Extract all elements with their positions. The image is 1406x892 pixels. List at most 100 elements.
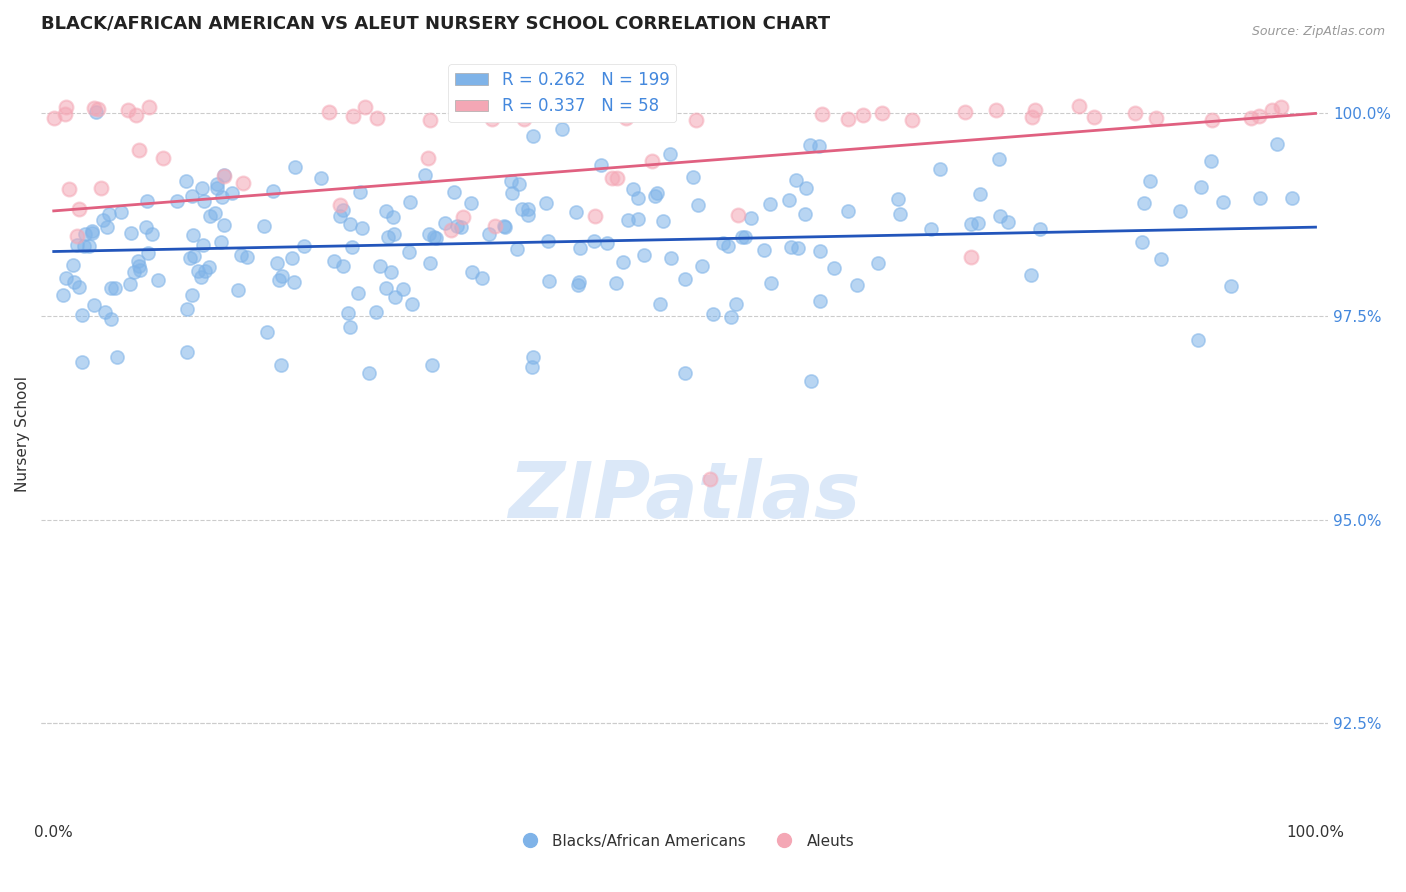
Point	[837, 112, 859, 127]
Point	[65, 238, 87, 252]
Point	[152, 152, 174, 166]
Point	[292, 238, 315, 252]
Point	[75, 227, 97, 241]
Point	[605, 276, 627, 290]
Point	[96, 219, 118, 234]
Point	[673, 367, 696, 381]
Point	[375, 281, 398, 295]
Point	[621, 182, 644, 196]
Point	[209, 235, 232, 250]
Point	[754, 243, 776, 257]
Point	[136, 246, 159, 260]
Point	[522, 350, 544, 364]
Point	[181, 288, 204, 302]
Point	[77, 239, 100, 253]
Point	[886, 192, 908, 206]
Point	[266, 256, 288, 270]
Point	[55, 99, 77, 113]
Point	[423, 229, 446, 244]
Point	[311, 171, 333, 186]
Point	[506, 242, 529, 256]
Point	[342, 109, 364, 123]
Point	[443, 185, 465, 199]
Point	[58, 182, 80, 196]
Point	[284, 160, 307, 174]
Point	[174, 174, 197, 188]
Point	[235, 250, 257, 264]
Point	[42, 111, 65, 125]
Point	[471, 271, 494, 285]
Point	[484, 219, 506, 233]
Point	[80, 226, 103, 240]
Point	[253, 219, 276, 234]
Point	[87, 102, 110, 116]
Point	[283, 275, 305, 289]
Point	[516, 202, 538, 217]
Point	[181, 228, 204, 243]
Point	[100, 311, 122, 326]
Point	[720, 310, 742, 324]
Point	[380, 265, 402, 279]
Point	[270, 268, 292, 283]
Point	[125, 108, 148, 122]
Point	[808, 244, 831, 258]
Point	[226, 283, 249, 297]
Point	[229, 248, 252, 262]
Point	[589, 158, 612, 172]
Point	[659, 251, 682, 265]
Point	[568, 276, 591, 290]
Point	[1144, 112, 1167, 126]
Point	[852, 108, 875, 122]
Point	[600, 171, 623, 186]
Point	[582, 234, 605, 248]
Point	[62, 259, 84, 273]
Point	[413, 168, 436, 182]
Point	[725, 296, 748, 310]
Point	[270, 358, 292, 372]
Text: BLACK/AFRICAN AMERICAN VS ALEUT NURSERY SCHOOL CORRELATION CHART: BLACK/AFRICAN AMERICAN VS ALEUT NURSERY …	[41, 15, 830, 33]
Point	[103, 281, 125, 295]
Point	[596, 235, 619, 250]
Point	[953, 104, 976, 119]
Point	[359, 367, 381, 381]
Point	[959, 250, 981, 264]
Point	[62, 275, 84, 289]
Point	[1069, 98, 1091, 112]
Point	[501, 186, 523, 200]
Point	[740, 211, 762, 226]
Point	[420, 358, 443, 372]
Point	[823, 261, 845, 276]
Point	[280, 251, 302, 265]
Point	[508, 177, 530, 191]
Point	[1019, 268, 1042, 283]
Point	[510, 202, 533, 216]
Point	[900, 112, 922, 127]
Point	[1240, 111, 1263, 125]
Point	[837, 204, 859, 219]
Point	[673, 272, 696, 286]
Point	[567, 277, 589, 292]
Point	[354, 100, 377, 114]
Point	[120, 277, 142, 292]
Point	[70, 308, 93, 322]
Point	[382, 227, 405, 241]
Point	[451, 210, 474, 224]
Point	[551, 122, 574, 136]
Point	[83, 101, 105, 115]
Point	[569, 241, 592, 255]
Point	[780, 240, 803, 254]
Point	[536, 195, 558, 210]
Point	[997, 215, 1019, 229]
Point	[176, 345, 198, 359]
Point	[122, 265, 145, 279]
Point	[717, 239, 740, 253]
Point	[82, 224, 104, 238]
Point	[987, 152, 1010, 166]
Point	[460, 196, 482, 211]
Point	[1150, 252, 1173, 267]
Point	[711, 235, 734, 250]
Point	[211, 190, 233, 204]
Point	[516, 208, 538, 222]
Point	[612, 254, 634, 268]
Point	[1123, 105, 1146, 120]
